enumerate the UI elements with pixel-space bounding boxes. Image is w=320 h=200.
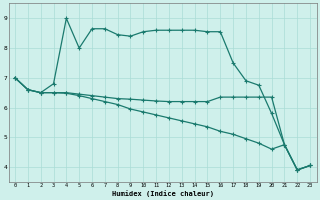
X-axis label: Humidex (Indice chaleur): Humidex (Indice chaleur) xyxy=(112,190,213,197)
